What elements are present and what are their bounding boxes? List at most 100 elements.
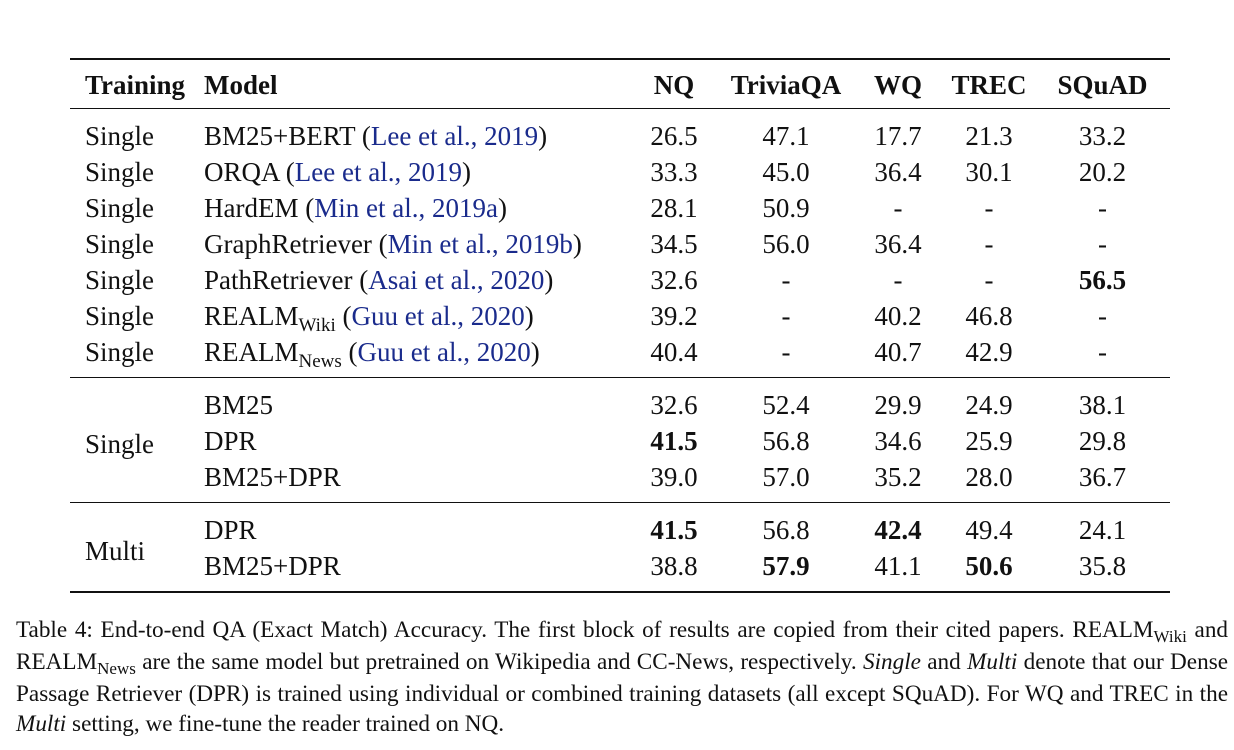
- trec-cell: 25.9: [965, 425, 1013, 456]
- results-table-container: Training Model NQ TriviaQA WQ TREC SQuAD…: [70, 58, 1170, 593]
- model-cell: BM25: [204, 389, 274, 420]
- training-cell: Single: [85, 120, 155, 151]
- training-cell: Single: [85, 264, 155, 295]
- trec-cell-best: 50.6: [965, 550, 1013, 581]
- header-triviaqa: TriviaQA: [719, 58, 853, 109]
- model-cell: REALMWiki (Guu et al., 2020): [204, 300, 534, 336]
- block-cited-results: Single BM25+BERT (Lee et al., 2019) 26.5…: [70, 109, 1170, 378]
- squad-cell: 24.1: [1078, 514, 1127, 545]
- triviaqa-cell: 56.8: [762, 514, 810, 545]
- citation-link[interactable]: Lee et al., 2019: [294, 156, 462, 187]
- wq-cell-best: 42.4: [874, 514, 922, 545]
- nq-cell: 28.1: [650, 192, 698, 223]
- triviaqa-cell: 56.0: [762, 228, 810, 259]
- triviaqa-cell: -: [781, 300, 791, 331]
- citation-link[interactable]: Guu et al., 2020: [351, 300, 525, 331]
- triviaqa-cell: 57.0: [762, 461, 810, 492]
- block-multi-training: Multi DPR 41.5 56.8 42.4 49.4 24.1 BM25+…: [70, 503, 1170, 592]
- wq-cell: 36.4: [874, 156, 922, 187]
- squad-cell: 35.8: [1078, 550, 1127, 581]
- wq-cell: 40.2: [874, 300, 922, 331]
- model-subscript: News: [298, 350, 342, 372]
- squad-cell: 36.7: [1078, 461, 1127, 492]
- model-subscript: Wiki: [298, 314, 336, 336]
- nq-cell-best: 41.5: [650, 425, 698, 456]
- model-cell: PathRetriever (Asai et al., 2020): [204, 264, 554, 295]
- trec-cell: 28.0: [965, 461, 1013, 492]
- citation-link[interactable]: Min et al., 2019b: [387, 228, 573, 259]
- header-squad: SQuAD: [1035, 58, 1170, 109]
- nq-cell: 33.3: [650, 156, 698, 187]
- trec-cell: 49.4: [965, 514, 1013, 545]
- table-row: Multi DPR 41.5 56.8 42.4 49.4 24.1: [70, 503, 1170, 567]
- wq-cell: 40.7: [874, 336, 922, 367]
- wq-cell: -: [893, 264, 903, 295]
- training-cell: Single: [85, 336, 155, 367]
- trec-cell: -: [984, 192, 994, 223]
- training-cell: Single: [85, 228, 155, 259]
- header-wq: WQ: [853, 58, 943, 109]
- training-cell: Single: [85, 429, 155, 459]
- squad-cell: 20.2: [1078, 156, 1127, 187]
- model-cell: REALMNews (Guu et al., 2020): [204, 336, 540, 372]
- header-trec: TREC: [943, 58, 1035, 109]
- citation-link[interactable]: Lee et al., 2019: [370, 120, 539, 151]
- table-row: BM25+DPR 38.8 57.9 41.1 50.6 35.8: [70, 548, 1170, 592]
- header-row: Training Model NQ TriviaQA WQ TREC SQuAD: [70, 58, 1170, 109]
- trec-cell: -: [984, 264, 994, 295]
- nq-cell: 26.5: [650, 120, 698, 151]
- triviaqa-cell: 56.8: [762, 425, 810, 456]
- trec-cell: 24.9: [965, 389, 1013, 420]
- model-cell: BM25+BERT (Lee et al., 2019): [204, 120, 548, 151]
- nq-cell: 34.5: [650, 228, 698, 259]
- model-cell: GraphRetriever (Min et al., 2019b): [204, 228, 582, 259]
- nq-cell: 39.2: [650, 300, 698, 331]
- table-row: Single BM25+BERT (Lee et al., 2019) 26.5…: [70, 109, 1170, 155]
- table-row: DPR 41.5 56.8 34.6 25.9 29.8: [70, 423, 1170, 459]
- squad-cell: -: [1098, 300, 1107, 331]
- triviaqa-cell: -: [781, 264, 791, 295]
- trec-cell: -: [984, 228, 994, 259]
- training-cell: Multi: [85, 536, 146, 566]
- block-single-training: Single BM25 32.6 52.4 29.9 24.9 38.1 DPR…: [70, 378, 1170, 503]
- nq-cell: 32.6: [650, 264, 698, 295]
- squad-cell: -: [1098, 228, 1107, 259]
- nq-cell: 32.6: [650, 389, 698, 420]
- training-cell: Single: [85, 156, 155, 187]
- table-row: Single BM25 32.6 52.4 29.9 24.9 38.1: [70, 378, 1170, 460]
- training-cell: Single: [85, 192, 155, 223]
- triviaqa-cell-best: 57.9: [762, 550, 810, 581]
- wq-cell: 35.2: [874, 461, 922, 492]
- squad-cell: 38.1: [1078, 389, 1127, 420]
- table-row: Single REALMNews (Guu et al., 2020) 40.4…: [70, 334, 1170, 378]
- squad-cell: -: [1098, 336, 1107, 367]
- squad-cell-best: 56.5: [1078, 264, 1127, 295]
- citation-link[interactable]: Guu et al., 2020: [357, 336, 531, 367]
- citation-link[interactable]: Asai et al., 2020: [368, 264, 545, 295]
- nq-cell-best: 41.5: [650, 514, 698, 545]
- squad-cell: 29.8: [1078, 425, 1127, 456]
- table-row: Single ORQA (Lee et al., 2019) 33.3 45.0…: [70, 154, 1170, 190]
- squad-cell: 33.2: [1078, 120, 1127, 151]
- model-cell: DPR: [204, 514, 257, 545]
- wq-cell: 29.9: [874, 389, 922, 420]
- model-cell: DPR: [204, 425, 257, 456]
- triviaqa-cell: 47.1: [762, 120, 810, 151]
- trec-cell: 30.1: [965, 156, 1013, 187]
- trec-cell: 42.9: [965, 336, 1013, 367]
- model-cell: ORQA (Lee et al., 2019): [204, 156, 471, 187]
- model-cell: BM25+DPR: [204, 550, 341, 581]
- squad-cell: -: [1098, 192, 1107, 223]
- table-row: Single HardEM (Min et al., 2019a) 28.1 5…: [70, 190, 1170, 226]
- table-row: BM25+DPR 39.0 57.0 35.2 28.0 36.7: [70, 459, 1170, 503]
- header-nq: NQ: [629, 58, 719, 109]
- table-row: Single GraphRetriever (Min et al., 2019b…: [70, 226, 1170, 262]
- citation-link[interactable]: Min et al., 2019a: [314, 192, 498, 223]
- model-cell: HardEM (Min et al., 2019a): [204, 192, 507, 223]
- header-training: Training: [70, 58, 204, 109]
- training-cell: Single: [85, 300, 155, 331]
- nq-cell: 39.0: [650, 461, 698, 492]
- table-row: Single REALMWiki (Guu et al., 2020) 39.2…: [70, 298, 1170, 336]
- wq-cell: 41.1: [874, 550, 922, 581]
- wq-cell: -: [893, 192, 903, 223]
